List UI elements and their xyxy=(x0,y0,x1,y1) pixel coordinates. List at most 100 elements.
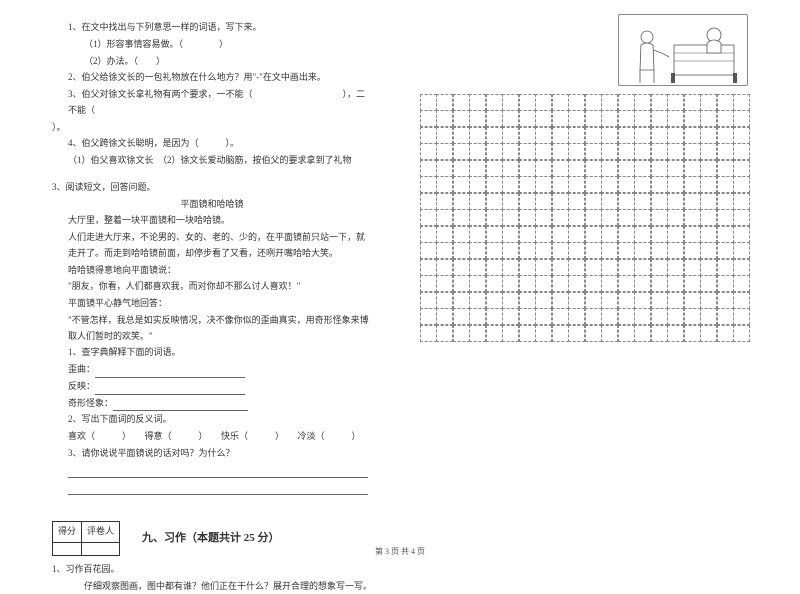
grid-cell[interactable] xyxy=(585,308,602,325)
grid-cell[interactable] xyxy=(552,94,569,111)
grid-cell[interactable] xyxy=(733,292,750,309)
grid-cell[interactable] xyxy=(469,226,486,243)
grid-cell[interactable] xyxy=(486,325,503,342)
grid-cell[interactable] xyxy=(535,209,552,226)
grid-cell[interactable] xyxy=(552,209,569,226)
grid-cell[interactable] xyxy=(634,325,651,342)
grid-cell[interactable] xyxy=(618,176,635,193)
grid-cell[interactable] xyxy=(634,160,651,177)
grid-cell[interactable] xyxy=(585,226,602,243)
grid-cell[interactable] xyxy=(601,308,618,325)
grid-cell[interactable] xyxy=(651,110,668,127)
grid-cell[interactable] xyxy=(585,193,602,210)
grid-cell[interactable] xyxy=(601,110,618,127)
grid-cell[interactable] xyxy=(717,209,734,226)
grid-cell[interactable] xyxy=(453,209,470,226)
grid-cell[interactable] xyxy=(634,242,651,259)
grid-cell[interactable] xyxy=(486,259,503,276)
grid-cell[interactable] xyxy=(684,143,701,160)
grid-cell[interactable] xyxy=(684,193,701,210)
grid-cell[interactable] xyxy=(535,242,552,259)
grid-cell[interactable] xyxy=(568,325,585,342)
grid-cell[interactable] xyxy=(469,143,486,160)
grid-cell[interactable] xyxy=(634,292,651,309)
grid-cell[interactable] xyxy=(634,176,651,193)
grid-cell[interactable] xyxy=(519,94,536,111)
grid-cell[interactable] xyxy=(585,160,602,177)
grid-cell[interactable] xyxy=(634,275,651,292)
grid-cell[interactable] xyxy=(684,259,701,276)
grid-cell[interactable] xyxy=(519,292,536,309)
grid-cell[interactable] xyxy=(717,226,734,243)
grid-cell[interactable] xyxy=(717,292,734,309)
grid-cell[interactable] xyxy=(535,325,552,342)
grid-cell[interactable] xyxy=(684,308,701,325)
grid-cell[interactable] xyxy=(585,94,602,111)
answer-line-1[interactable] xyxy=(68,463,372,479)
grid-cell[interactable] xyxy=(502,143,519,160)
grid-cell[interactable] xyxy=(618,127,635,144)
grid-cell[interactable] xyxy=(601,325,618,342)
grid-cell[interactable] xyxy=(552,127,569,144)
grid-cell[interactable] xyxy=(552,308,569,325)
grid-cell[interactable] xyxy=(486,292,503,309)
grid-cell[interactable] xyxy=(733,308,750,325)
grid-cell[interactable] xyxy=(568,209,585,226)
grid-cell[interactable] xyxy=(420,226,437,243)
grid-cell[interactable] xyxy=(667,242,684,259)
grid-cell[interactable] xyxy=(453,226,470,243)
grid-cell[interactable] xyxy=(436,94,453,111)
grid-cell[interactable] xyxy=(552,160,569,177)
grid-cell[interactable] xyxy=(700,94,717,111)
grid-cell[interactable] xyxy=(568,143,585,160)
grid-cell[interactable] xyxy=(502,193,519,210)
grid-cell[interactable] xyxy=(469,127,486,144)
blank-line[interactable] xyxy=(95,385,245,395)
grid-cell[interactable] xyxy=(535,275,552,292)
grid-cell[interactable] xyxy=(502,160,519,177)
grid-cell[interactable] xyxy=(667,226,684,243)
grid-cell[interactable] xyxy=(420,94,437,111)
grid-cell[interactable] xyxy=(436,127,453,144)
grid-cell[interactable] xyxy=(651,308,668,325)
grid-cell[interactable] xyxy=(618,325,635,342)
grid-cell[interactable] xyxy=(634,226,651,243)
grid-cell[interactable] xyxy=(667,160,684,177)
grid-cell[interactable] xyxy=(634,127,651,144)
grid-cell[interactable] xyxy=(552,143,569,160)
grid-cell[interactable] xyxy=(667,110,684,127)
grid-cell[interactable] xyxy=(585,110,602,127)
grid-cell[interactable] xyxy=(651,143,668,160)
grid-cell[interactable] xyxy=(436,226,453,243)
grid-cell[interactable] xyxy=(519,275,536,292)
grid-cell[interactable] xyxy=(585,325,602,342)
grid-cell[interactable] xyxy=(700,275,717,292)
grid-cell[interactable] xyxy=(585,259,602,276)
grid-cell[interactable] xyxy=(469,259,486,276)
grid-cell[interactable] xyxy=(601,209,618,226)
grid-cell[interactable] xyxy=(519,176,536,193)
grid-cell[interactable] xyxy=(667,275,684,292)
grid-cell[interactable] xyxy=(700,209,717,226)
grid-cell[interactable] xyxy=(453,176,470,193)
grid-cell[interactable] xyxy=(684,160,701,177)
grid-cell[interactable] xyxy=(486,127,503,144)
grid-cell[interactable] xyxy=(453,308,470,325)
grid-cell[interactable] xyxy=(436,110,453,127)
grid-cell[interactable] xyxy=(519,308,536,325)
grid-cell[interactable] xyxy=(651,292,668,309)
grid-cell[interactable] xyxy=(552,292,569,309)
grid-cell[interactable] xyxy=(568,176,585,193)
grid-cell[interactable] xyxy=(568,259,585,276)
grid-cell[interactable] xyxy=(469,209,486,226)
grid-cell[interactable] xyxy=(535,143,552,160)
grid-cell[interactable] xyxy=(519,209,536,226)
grid-cell[interactable] xyxy=(667,209,684,226)
grid-cell[interactable] xyxy=(667,308,684,325)
grid-cell[interactable] xyxy=(568,308,585,325)
grid-cell[interactable] xyxy=(618,110,635,127)
grid-cell[interactable] xyxy=(469,110,486,127)
grid-cell[interactable] xyxy=(651,209,668,226)
grid-cell[interactable] xyxy=(717,176,734,193)
grid-cell[interactable] xyxy=(502,209,519,226)
